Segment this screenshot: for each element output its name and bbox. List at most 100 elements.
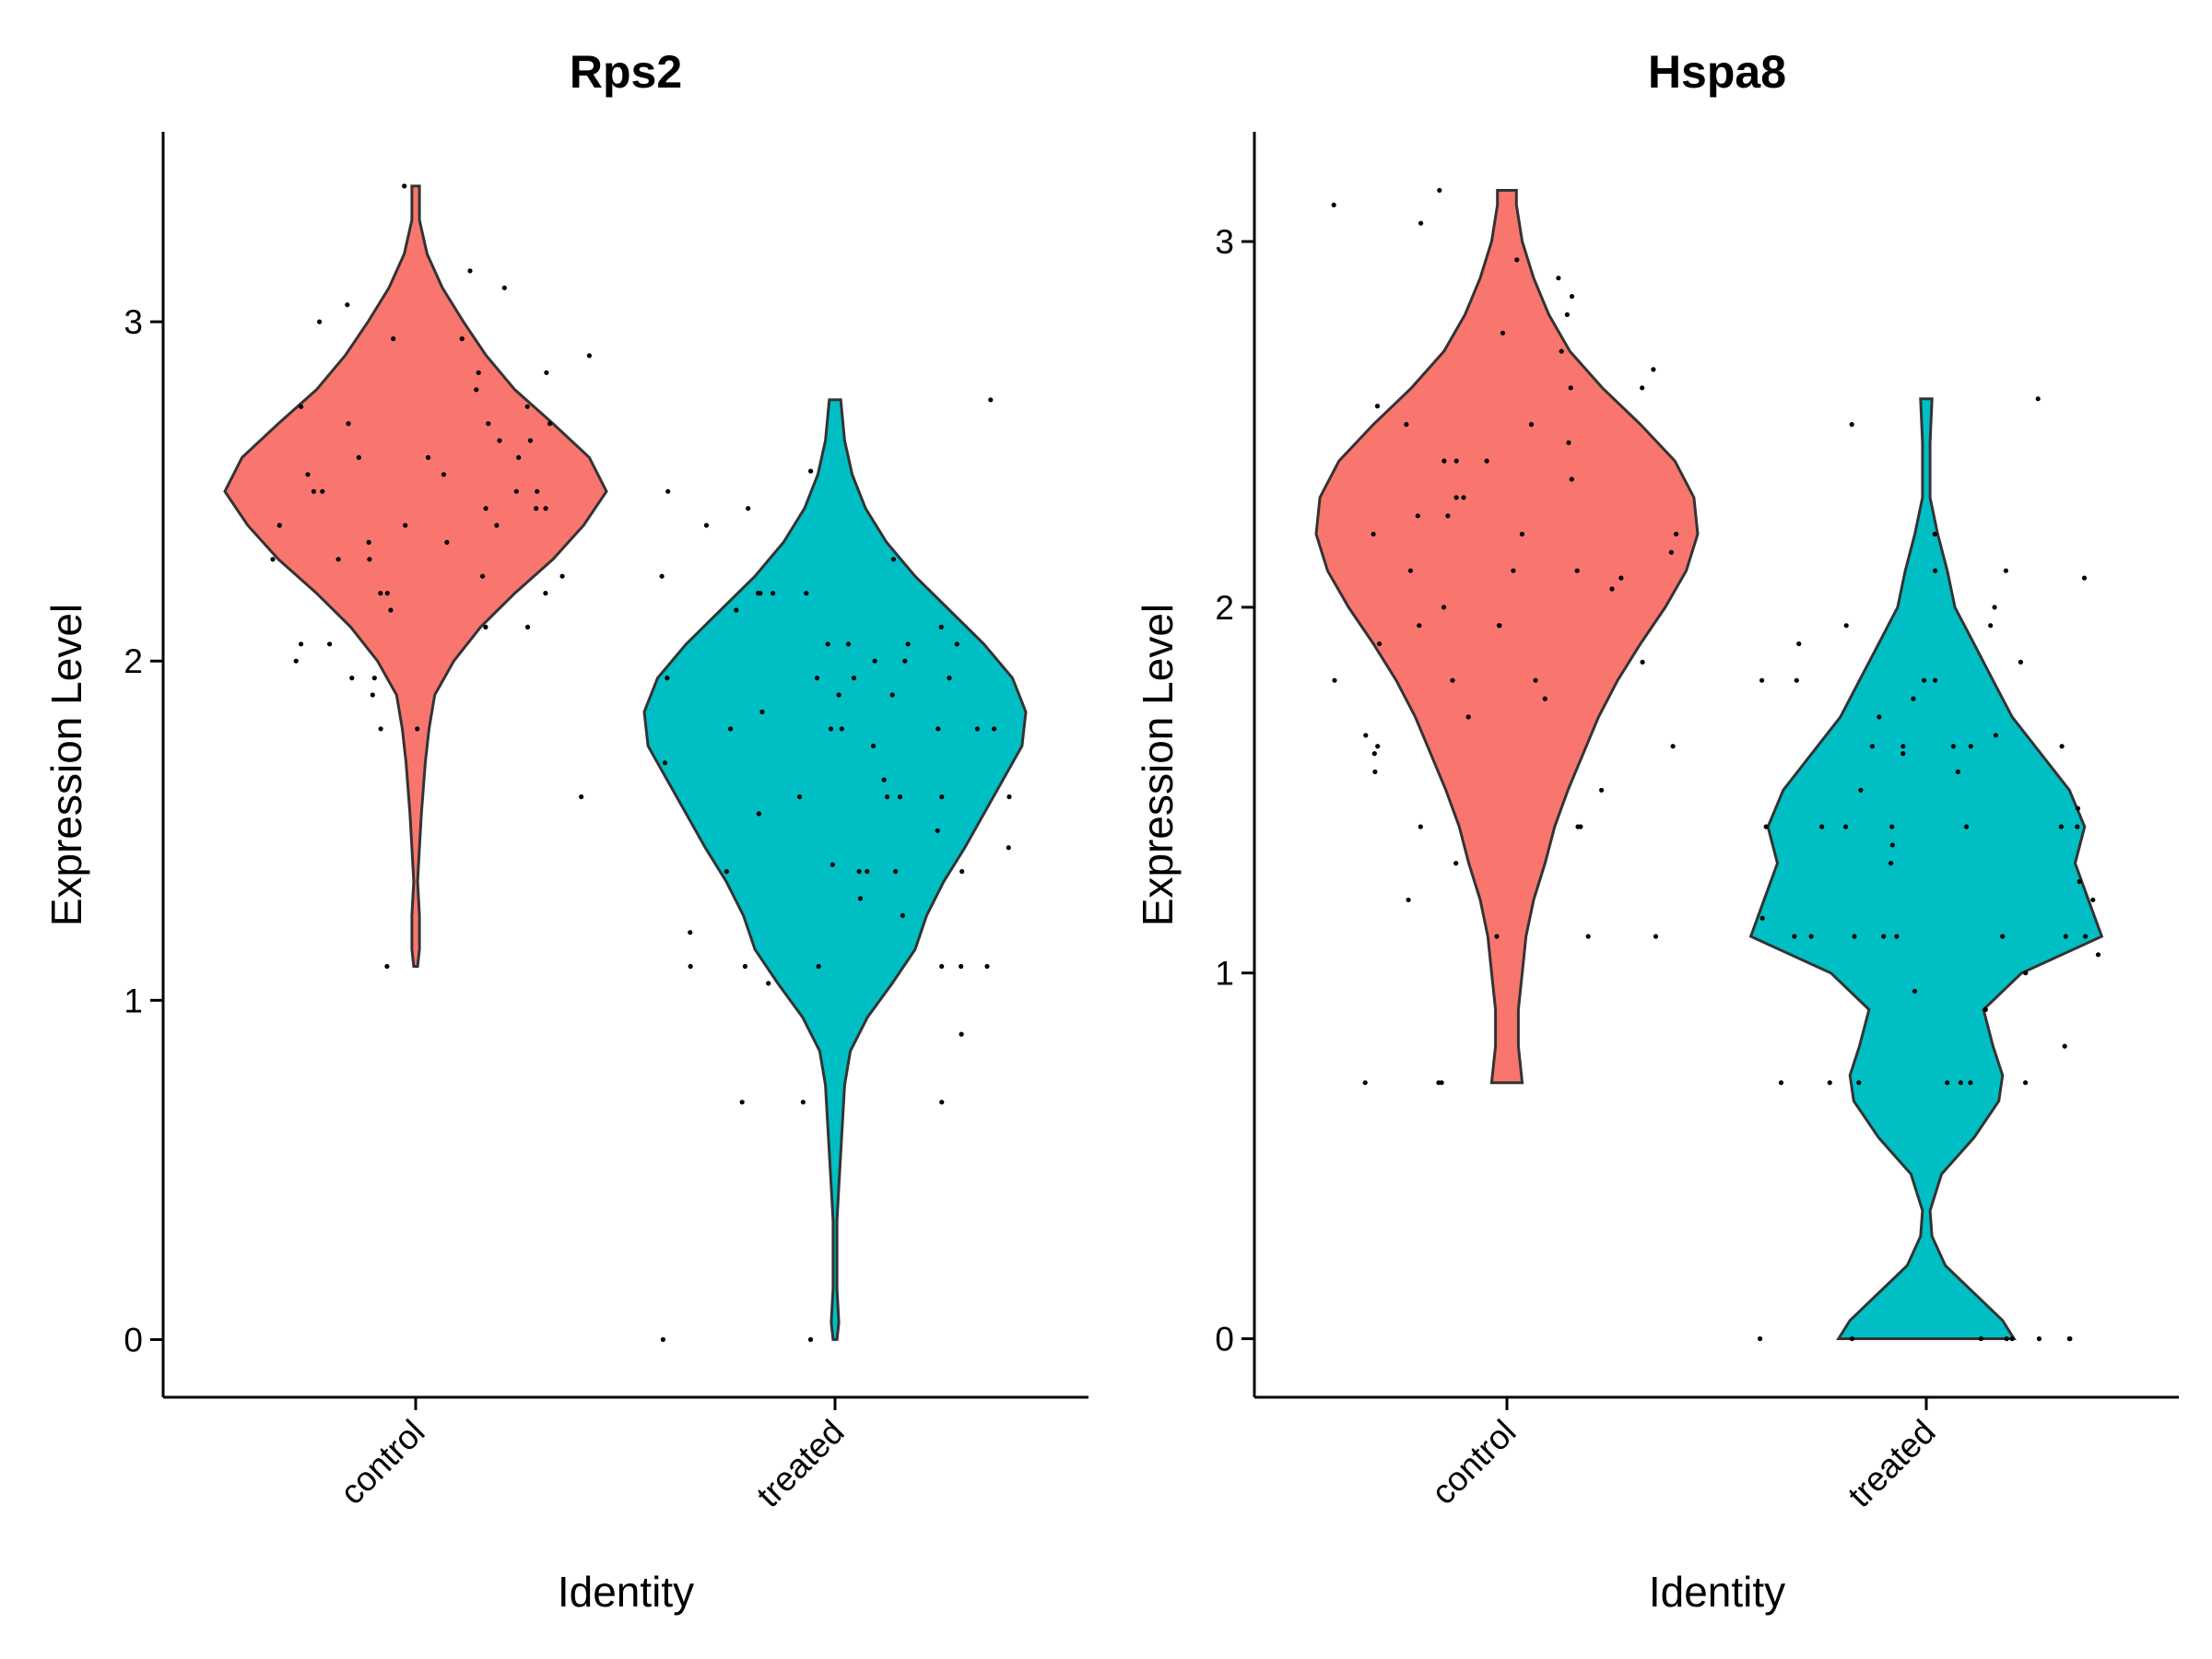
data-point-control [516, 454, 522, 460]
data-point-treated [830, 862, 835, 867]
y-tick-label: 3 [124, 303, 143, 341]
data-point-treated [1763, 824, 1769, 830]
data-point-treated [1006, 794, 1012, 800]
data-point-control [1450, 677, 1455, 683]
data-point-treated [1988, 623, 1994, 629]
data-point-treated [659, 573, 665, 579]
data-point-control [1453, 495, 1459, 500]
data-point-control [524, 624, 531, 630]
data-point-control [426, 454, 431, 460]
data-point-control [1437, 187, 1442, 194]
data-point-treated [1843, 824, 1849, 830]
data-point-control [1418, 220, 1424, 226]
data-point-treated [1958, 1080, 1963, 1086]
data-point-control [534, 506, 539, 512]
data-point-treated [2059, 744, 2065, 749]
data-point-control [480, 573, 486, 579]
y-axis-title: Expression Level [42, 604, 90, 926]
data-point-treated [939, 963, 945, 970]
data-point-treated [2066, 1335, 2072, 1342]
data-point-treated [807, 1336, 814, 1342]
data-point-control [1514, 257, 1520, 263]
data-point-control [543, 506, 548, 512]
data-point-treated [2023, 971, 2029, 976]
data-point-treated [902, 658, 908, 664]
data-point-control [1418, 824, 1423, 830]
data-point-control [320, 488, 325, 494]
data-point-treated [1758, 1335, 1763, 1342]
data-point-control [1500, 330, 1506, 335]
data-point-treated [825, 641, 830, 647]
data-point-treated [871, 743, 877, 748]
data-point-treated [992, 726, 997, 732]
data-point-treated [1983, 1006, 1988, 1012]
data-point-treated [1894, 934, 1900, 939]
data-point-control [547, 421, 553, 427]
data-point-treated [800, 1100, 806, 1105]
data-point-control [1668, 549, 1674, 555]
data-point-control [497, 438, 502, 443]
data-point-treated [2075, 806, 2081, 811]
y-tick-label: 3 [1215, 223, 1234, 261]
data-point-control [524, 404, 530, 409]
data-point-treated [724, 868, 729, 875]
data-point-control [1377, 641, 1382, 647]
data-point-control [378, 726, 383, 732]
data-point-control [1407, 568, 1414, 573]
data-point-control [1542, 696, 1547, 701]
data-point-control [483, 506, 488, 512]
data-point-treated [2000, 934, 2006, 939]
data-point-control [1566, 440, 1571, 445]
data-point-control [1371, 751, 1377, 757]
x-axis-title: Identity [558, 1568, 694, 1616]
data-point-control [586, 353, 593, 359]
data-point-treated [988, 397, 994, 403]
data-point-control [527, 438, 534, 443]
data-point-treated [1964, 824, 1970, 830]
data-point-control [579, 794, 584, 800]
data-point-control [1585, 934, 1591, 939]
data-point-treated [756, 811, 762, 817]
violin-control [223, 184, 608, 968]
data-point-control [1609, 586, 1615, 592]
data-point-treated [662, 760, 668, 766]
data-point-treated [766, 981, 771, 986]
data-point-treated [974, 726, 980, 732]
data-point-control [1519, 531, 1524, 537]
data-point-treated [1950, 744, 1956, 749]
y-tick-label: 0 [1215, 1321, 1234, 1359]
data-point-treated [2009, 1335, 2015, 1342]
data-point-control [299, 404, 304, 409]
data-point-control [311, 488, 316, 494]
data-point-treated [2077, 878, 2082, 885]
data-point-control [384, 591, 390, 596]
data-point-control [1528, 421, 1535, 428]
data-point-control [1436, 1080, 1441, 1086]
data-point-treated [2003, 568, 2008, 573]
data-point-control [1618, 575, 1624, 581]
data-point-control [335, 557, 341, 562]
data-point-control [1670, 744, 1676, 749]
data-point-treated [2035, 396, 2041, 402]
data-point-treated [746, 506, 751, 512]
data-point-treated [2062, 1043, 2067, 1049]
data-point-treated [1933, 568, 1938, 573]
data-point-control [378, 591, 383, 596]
data-point-treated [885, 794, 890, 800]
data-point-treated [1888, 861, 1894, 866]
data-point-control [1332, 677, 1337, 683]
data-point-control [1465, 714, 1471, 720]
data-point-treated [1912, 988, 1918, 994]
data-point-treated [728, 726, 734, 732]
data-point-treated [1993, 733, 1998, 738]
data-point-treated [947, 676, 952, 681]
data-point-treated [2075, 824, 2080, 830]
data-point-control [402, 183, 407, 189]
data-point-control [1494, 934, 1500, 939]
data-point-control [1564, 312, 1570, 317]
data-point-treated [935, 726, 941, 732]
data-point-control [1569, 477, 1574, 482]
data-point-treated [984, 963, 990, 970]
